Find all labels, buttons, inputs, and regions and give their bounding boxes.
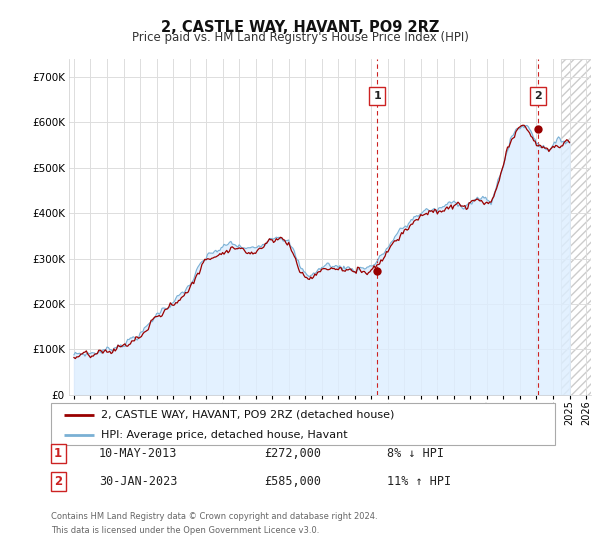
- Text: Price paid vs. HM Land Registry's House Price Index (HPI): Price paid vs. HM Land Registry's House …: [131, 31, 469, 44]
- Text: 10-MAY-2013: 10-MAY-2013: [99, 447, 178, 460]
- Text: Contains HM Land Registry data © Crown copyright and database right 2024.: Contains HM Land Registry data © Crown c…: [51, 512, 377, 521]
- Text: 30-JAN-2023: 30-JAN-2023: [99, 475, 178, 488]
- Text: This data is licensed under the Open Government Licence v3.0.: This data is licensed under the Open Gov…: [51, 526, 319, 535]
- Text: HPI: Average price, detached house, Havant: HPI: Average price, detached house, Hava…: [101, 430, 348, 440]
- Text: 11% ↑ HPI: 11% ↑ HPI: [387, 475, 451, 488]
- Text: 2, CASTLE WAY, HAVANT, PO9 2RZ (detached house): 2, CASTLE WAY, HAVANT, PO9 2RZ (detached…: [101, 410, 395, 420]
- FancyBboxPatch shape: [51, 403, 555, 445]
- Text: 8% ↓ HPI: 8% ↓ HPI: [387, 447, 444, 460]
- Text: £585,000: £585,000: [264, 475, 321, 488]
- Text: 2: 2: [534, 91, 542, 101]
- Text: 1: 1: [54, 447, 62, 460]
- Text: 2, CASTLE WAY, HAVANT, PO9 2RZ: 2, CASTLE WAY, HAVANT, PO9 2RZ: [161, 20, 439, 35]
- Text: 2: 2: [54, 475, 62, 488]
- Text: £272,000: £272,000: [264, 447, 321, 460]
- Text: 1: 1: [373, 91, 381, 101]
